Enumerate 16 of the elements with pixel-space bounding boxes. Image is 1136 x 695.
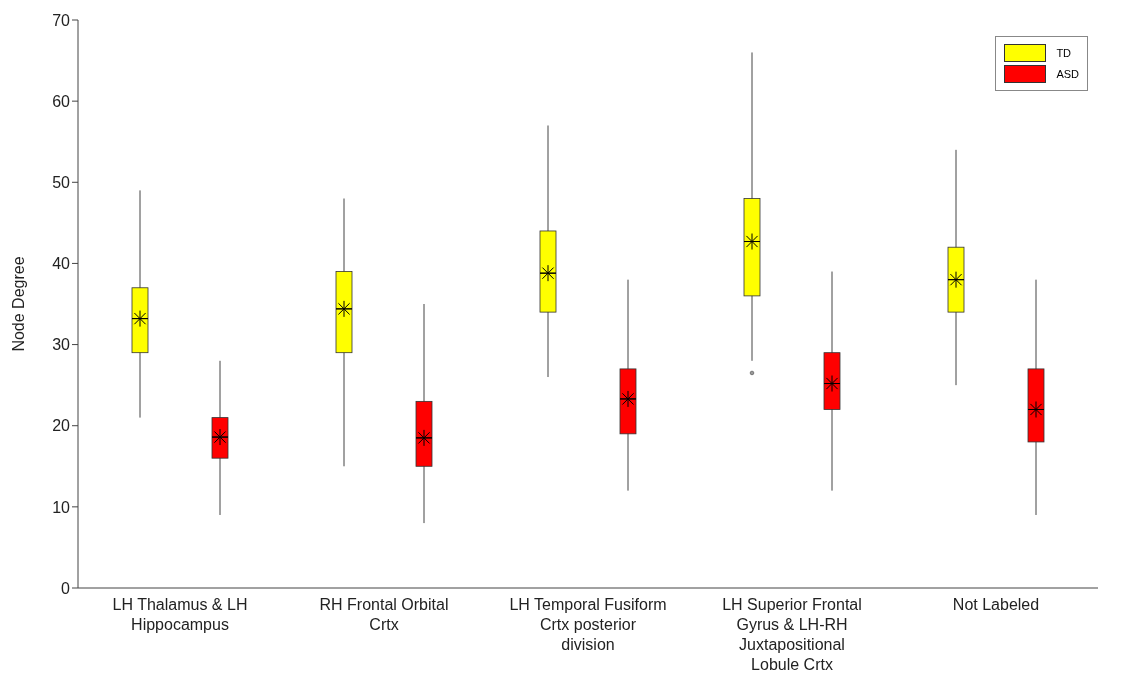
x-tick-label: LH Thalamus & LH Hippocampus	[112, 596, 248, 633]
y-tick-label: 50	[52, 173, 71, 191]
legend-label: TD	[1056, 47, 1072, 59]
y-tick-label: 20	[52, 417, 71, 435]
y-tick-label: 40	[52, 255, 71, 273]
y-tick-label: 70	[52, 11, 71, 29]
y-axis-title: Node Degree	[9, 256, 27, 352]
x-tick-label: RH Frontal Orbital Crtx	[319, 596, 449, 633]
y-tick-label: 60	[52, 92, 71, 110]
x-tick-label: Not Labeled	[952, 596, 1040, 613]
y-tick-label: 0	[61, 579, 71, 597]
y-tick-label: 30	[52, 336, 71, 354]
y-tick-label: 10	[52, 498, 71, 516]
legend-label: ASD	[1056, 68, 1079, 80]
x-tick-label: LH Temporal Fusiform Crtx posterior division	[509, 596, 667, 653]
x-tick-label: LH Superior Frontal Gyrus & LH-RH Juxtapositional Lobule Crtx	[722, 596, 862, 673]
